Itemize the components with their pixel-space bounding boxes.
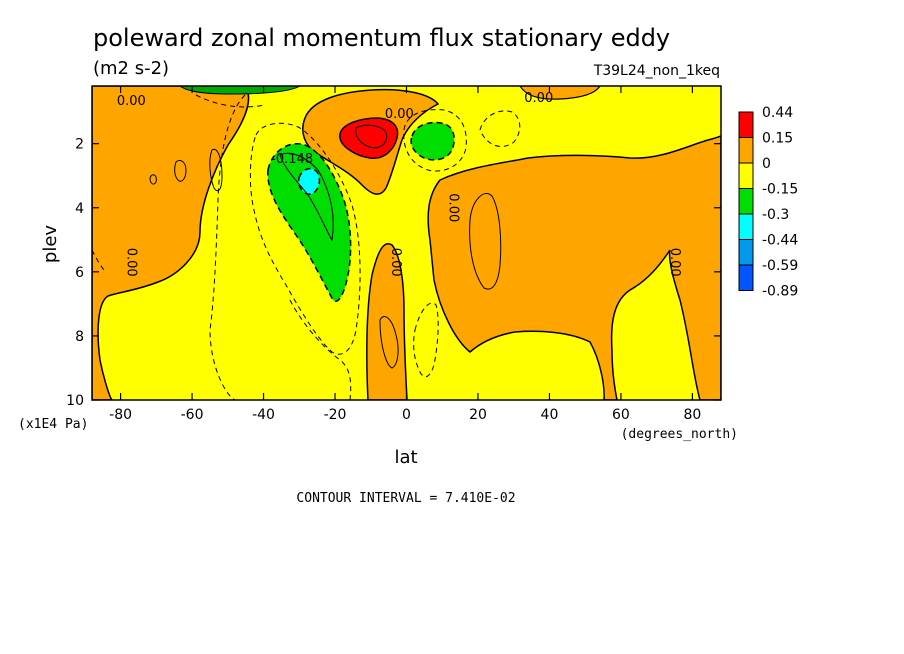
contour-lines-negative — [92, 94, 521, 400]
legend-swatch-1 — [738, 137, 754, 164]
legend-label-1: 0.15 — [762, 131, 793, 147]
legend-swatch-0 — [738, 111, 754, 138]
contour-labels: 0.00 0.00 0.00 -0.148 0.00 0.00 0.00 0.00 — [117, 91, 682, 277]
y-axis: 2 4 6 8 10 — [66, 137, 721, 409]
region-positive-maximum — [339, 117, 399, 159]
x-tick-label-8: 80 — [683, 407, 701, 423]
contour-label-6: 0.00 — [388, 248, 403, 277]
chart-title: poleward zonal momentum flux stationary … — [93, 24, 670, 52]
x-tick-label-5: 20 — [469, 407, 487, 423]
y-tick-label-0: 2 — [75, 137, 84, 153]
x-tick-label-6: 40 — [541, 407, 559, 423]
contour-label-1: 0.00 — [385, 107, 414, 122]
region-negative-north-tropics — [410, 121, 455, 161]
contour-interval: CONTOUR INTERVAL = 7.410E-02 — [296, 491, 515, 506]
x-tick-label-3: -20 — [324, 407, 347, 423]
contour-label-4: 0.00 — [445, 193, 460, 222]
y-tick-label-2: 6 — [75, 265, 84, 281]
legend-label-3: -0.15 — [762, 182, 798, 198]
y-tick-label-1: 4 — [75, 201, 84, 217]
region-negative-minimum — [297, 167, 321, 196]
legend-swatch-2 — [738, 162, 754, 189]
region-negative-top-strip — [179, 86, 301, 95]
region-positive-top-north — [519, 86, 601, 100]
contour-label-7: 0.00 — [667, 248, 682, 277]
contour-label-0: 0.00 — [117, 94, 146, 109]
contour-label-2: 0.00 — [524, 91, 553, 106]
legend-label-2: 0 — [762, 156, 771, 172]
legend-swatch-5 — [738, 239, 754, 266]
x-axis: -80 -60 -40 -20 0 20 40 60 80 — [109, 86, 701, 423]
x-axis-label: lat — [394, 447, 417, 468]
legend-swatch-4 — [738, 213, 754, 240]
region-positive-north — [427, 135, 721, 400]
legend-swatch-6 — [738, 264, 754, 291]
chart-units: (m2 s-2) — [93, 58, 169, 79]
x-tick-label-0: -80 — [109, 407, 132, 423]
legend-swatch-3 — [738, 188, 754, 215]
x-tick-label-4: 0 — [402, 407, 411, 423]
contour-label-5: 0.00 — [124, 248, 139, 277]
x-axis-units: (degrees_north) — [621, 427, 738, 442]
legend-label-5: -0.44 — [762, 233, 798, 249]
legend-label-7: -0.89 — [762, 284, 798, 300]
legend-label-6: -0.59 — [762, 258, 798, 274]
y-tick-label-4: 10 — [66, 393, 84, 409]
color-legend: 0.44 0.15 0 -0.15 -0.3 -0.44 -0.59 -0.89 — [738, 105, 798, 300]
y-tick-label-3: 8 — [75, 329, 84, 345]
contour-label-3: -0.148 — [271, 152, 313, 167]
x-tick-label-7: 60 — [612, 407, 630, 423]
run-label: T39L24_non_1keq — [593, 63, 720, 79]
x-tick-label-1: -60 — [181, 407, 204, 423]
y-axis-units: (x1E4 Pa) — [18, 417, 88, 432]
y-axis-label: plev — [40, 225, 61, 264]
legend-label-0: 0.44 — [762, 105, 793, 121]
region-negative-south-subtropics — [267, 143, 352, 302]
legend-label-4: -0.3 — [762, 207, 789, 223]
contour-lines — [149, 124, 502, 369]
contour-plot-area: 0.00 0.00 0.00 -0.148 0.00 0.00 0.00 0.00 — [92, 86, 721, 400]
x-tick-label-2: -40 — [252, 407, 275, 423]
